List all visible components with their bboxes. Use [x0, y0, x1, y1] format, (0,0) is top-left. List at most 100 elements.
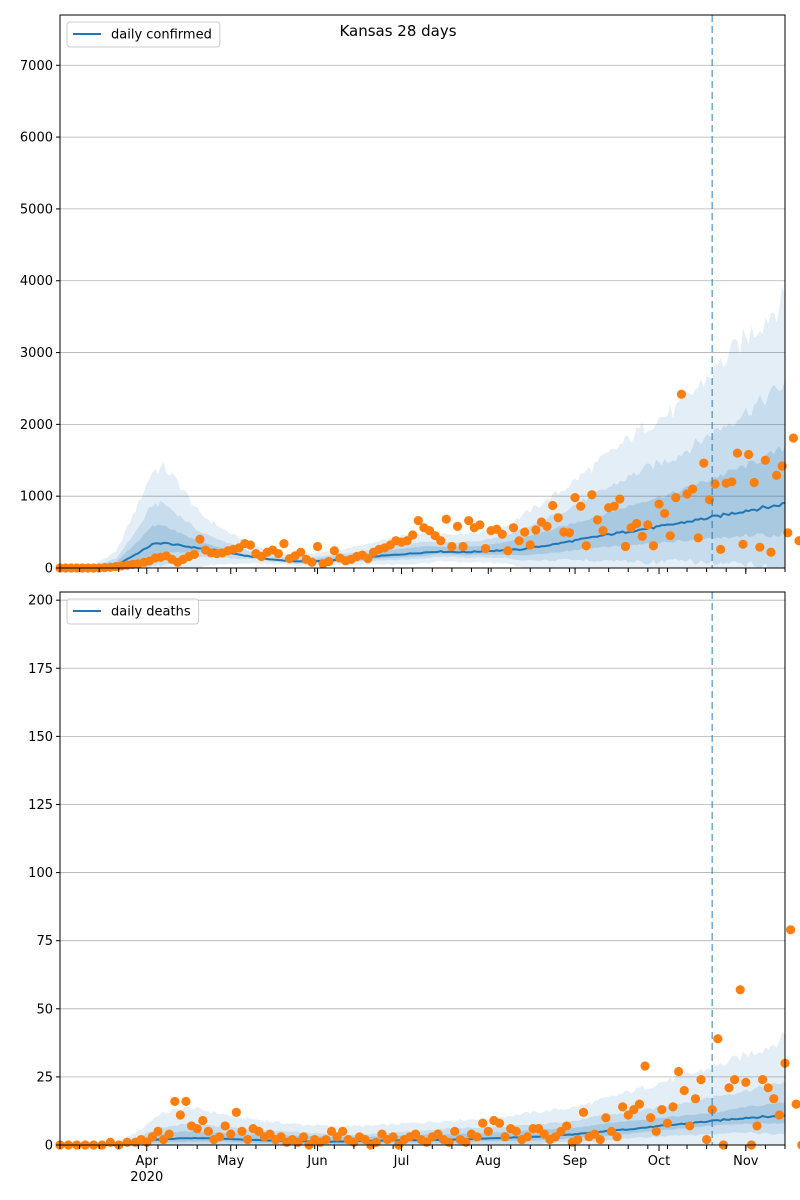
observed-point: [615, 494, 625, 504]
observed-point: [685, 1121, 695, 1131]
observed-point: [522, 1132, 533, 1142]
y-tick-label: 125: [28, 798, 53, 813]
y-tick-label: 50: [36, 1002, 53, 1017]
observed-point: [503, 546, 513, 556]
observed-point: [646, 1113, 656, 1123]
observed-point: [450, 1126, 460, 1136]
observed-point: [632, 518, 642, 529]
observed-point: [637, 531, 647, 542]
observed-point: [494, 1118, 505, 1128]
y-tick-label: 100: [28, 866, 53, 881]
y-tick-label: 75: [36, 934, 53, 949]
observed-point: [592, 515, 603, 525]
confirmed-plot-frame: [59, 14, 786, 569]
observed-point: [730, 1075, 740, 1085]
observed-point: [693, 533, 703, 543]
observed-point: [620, 541, 631, 552]
observed-point: [220, 1121, 230, 1131]
observed-point: [447, 541, 457, 552]
observed-point: [688, 484, 698, 494]
observed-point: [413, 516, 423, 526]
observed-point: [654, 499, 664, 509]
y-tick-label: 1000: [20, 490, 53, 505]
observed-point: [696, 1075, 706, 1085]
observed-point: [170, 1096, 180, 1107]
observed-point: [598, 526, 608, 536]
figure-title: Kansas 28 days: [339, 22, 456, 40]
observed-point: [553, 513, 563, 523]
observed-point: [657, 1104, 667, 1115]
observed-point: [760, 455, 771, 465]
observed-point: [702, 1134, 712, 1145]
observed-point: [478, 1118, 488, 1128]
deaths-plot-frame: [59, 591, 786, 1146]
x-tick-label: May: [217, 1154, 244, 1169]
observed-point: [699, 458, 709, 468]
observed-point: [237, 1126, 247, 1136]
uncertainty-band-outer: [60, 285, 785, 568]
observed-point: [189, 549, 199, 559]
observed-point: [581, 541, 591, 551]
observed-point: [648, 541, 659, 551]
observed-point: [713, 1034, 723, 1044]
x-year-label: 2020: [130, 1170, 163, 1185]
y-tick-label: 0: [45, 562, 53, 577]
observed-point: [662, 1118, 673, 1128]
observed-point: [797, 1140, 800, 1150]
observed-point: [483, 1126, 493, 1136]
observed-point: [548, 500, 558, 511]
observed-point: [763, 1083, 773, 1093]
observed-point: [441, 514, 451, 524]
observed-point: [500, 1132, 510, 1142]
observed-point: [226, 1129, 236, 1139]
observed-point: [525, 540, 535, 550]
observed-point: [769, 1094, 779, 1104]
observed-point: [671, 493, 681, 503]
observed-point: [203, 1126, 213, 1136]
y-tick-label: 150: [28, 730, 53, 745]
observed-point: [601, 1113, 611, 1123]
observed-point: [363, 554, 373, 564]
observed-point: [660, 508, 670, 519]
observed-point: [497, 529, 507, 539]
observed-point: [785, 925, 796, 935]
observed-point: [595, 1134, 605, 1145]
y-tick-label: 2000: [20, 418, 53, 433]
observed-point: [298, 1132, 309, 1142]
observed-point: [245, 540, 255, 550]
uncertainty-band-mid: [60, 380, 785, 568]
observed-point: [766, 547, 776, 557]
observed-point: [774, 1110, 785, 1120]
observed-point: [307, 557, 317, 567]
x-tick-label: Aug: [476, 1154, 501, 1169]
observed-point: [665, 531, 675, 541]
observed-point: [668, 1102, 678, 1112]
observed-point: [408, 530, 418, 540]
y-tick-label: 0: [45, 1139, 53, 1154]
observed-point: [752, 1121, 762, 1131]
observed-point: [690, 1094, 701, 1104]
observed-point: [164, 1129, 174, 1139]
observed-point: [175, 1110, 185, 1120]
x-tick-label: Oct: [648, 1154, 670, 1169]
observed-point: [640, 1061, 650, 1071]
observed-point: [338, 1126, 348, 1136]
y-tick-label: 7000: [20, 59, 53, 74]
observed-point: [181, 1096, 191, 1107]
observed-point: [576, 501, 586, 511]
observed-point: [679, 1085, 689, 1096]
observed-point: [480, 544, 491, 554]
observed-point: [772, 470, 782, 480]
confirmed-panel: 0 1000 2000 3000 4000 5000 6000 7000 daily conf…: [20, 14, 800, 577]
confirmed-legend: daily confirmed: [66, 21, 221, 48]
observed-point: [195, 534, 205, 544]
y-tick-label: 175: [28, 662, 53, 677]
observed-point: [296, 547, 306, 557]
x-tick-label: Jul: [393, 1154, 410, 1169]
x-tick-label: Apr: [136, 1154, 159, 1169]
observed-point: [578, 1107, 589, 1117]
median-line: [60, 502, 786, 569]
observed-point: [618, 1102, 628, 1112]
